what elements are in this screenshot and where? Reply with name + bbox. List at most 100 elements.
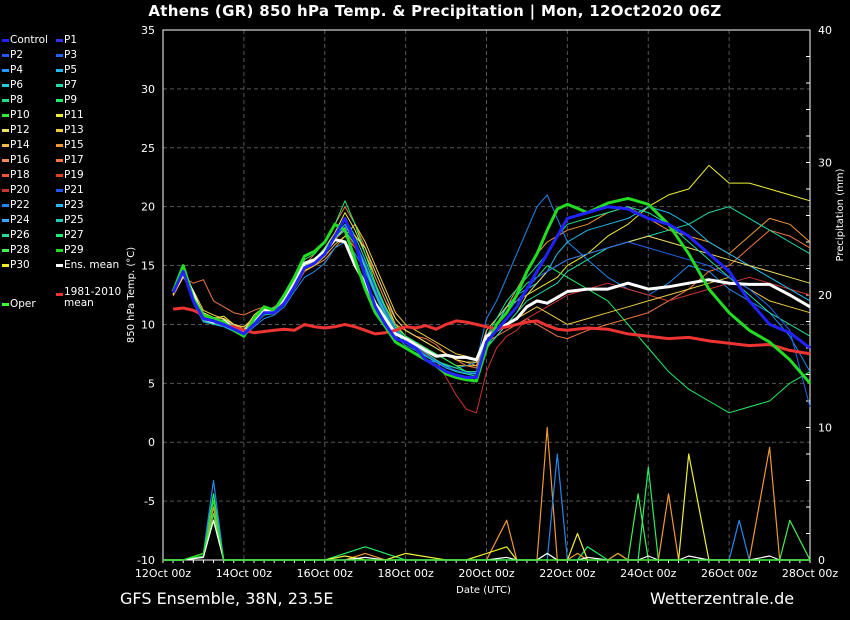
- legend-label: P12: [10, 124, 30, 136]
- legend-label: P10: [10, 109, 30, 121]
- precip-line: [163, 519, 810, 561]
- legend-label: P30: [10, 259, 30, 271]
- x-tick-label: 12Oct 00z: [135, 567, 192, 580]
- legend-label: P27: [64, 229, 84, 241]
- y-tick-label: 20: [141, 201, 155, 214]
- y-tick-label: 30: [141, 83, 155, 96]
- x-tick-label: 22Oct 00z: [539, 567, 596, 580]
- legend-label: P22: [10, 199, 30, 211]
- legend-label: P19: [64, 169, 84, 181]
- legend-swatch: [2, 84, 9, 87]
- series-line: [172, 206, 811, 369]
- legend-label: P28: [10, 244, 30, 256]
- series-line: [171, 196, 812, 385]
- y-tick-label: 35: [141, 24, 155, 37]
- legend-swatch: [2, 249, 9, 252]
- legend-label: P17: [64, 154, 84, 166]
- legend-swatch: [56, 234, 63, 237]
- legend-swatch: [56, 174, 63, 177]
- legend-swatch: [2, 264, 9, 267]
- legend-label: P2: [10, 49, 24, 61]
- legend-swatch: [2, 114, 9, 117]
- y-tick-label: -5: [144, 495, 155, 508]
- legend-swatch: [2, 174, 9, 177]
- legend-swatch: [2, 219, 9, 222]
- y-tick-label: 25: [141, 142, 155, 155]
- legend-swatch: [56, 204, 63, 207]
- x-tick-label: 20Oct 00z: [458, 567, 515, 580]
- legend-label: Control: [10, 34, 48, 46]
- y-tick-label: 15: [141, 260, 155, 273]
- legend-swatch: [56, 293, 63, 296]
- x-tick-label: 26Oct 00z: [701, 567, 758, 580]
- legend-swatch: [56, 84, 63, 87]
- legend-label: P21: [64, 184, 84, 196]
- legend-label: P20: [10, 184, 30, 196]
- legend-label: P6: [10, 79, 24, 91]
- legend-swatch: [56, 99, 63, 102]
- y-tick-label: 10: [141, 318, 155, 331]
- legend-label: Ens. mean: [64, 259, 120, 271]
- y-tick-label: 0: [148, 436, 155, 449]
- series-line: [172, 206, 811, 375]
- legend-label: 1981-2010 mean: [64, 286, 122, 309]
- series-line: [171, 238, 811, 362]
- x-tick-label: 24Oct 00z: [620, 567, 677, 580]
- legend-label: P23: [64, 199, 84, 211]
- legend-swatch: [2, 189, 9, 192]
- y-tick-label: 5: [148, 377, 155, 390]
- y-tick-label: -10: [137, 554, 155, 567]
- source-caption: Wetterzentrale.de: [650, 589, 795, 608]
- legend-label: P14: [10, 139, 30, 151]
- legend-swatch: [2, 159, 9, 162]
- y-axis-label: 850 hPa Temp. (°C): [126, 247, 137, 343]
- legend-swatch: [56, 54, 63, 57]
- legend-label: P18: [10, 169, 30, 181]
- legend-label: P11: [64, 109, 84, 121]
- series-line: [172, 206, 811, 377]
- legend-label: Oper: [10, 298, 36, 310]
- legend-swatch: [2, 129, 9, 132]
- legend-swatch: [56, 189, 63, 192]
- y2-tick-label: 40: [818, 24, 832, 37]
- legend-label: P8: [10, 94, 24, 106]
- legend-swatch: [56, 219, 63, 222]
- series-line: [171, 205, 811, 379]
- legend-label: P15: [64, 139, 84, 151]
- legend-swatch: [56, 69, 63, 72]
- legend-swatch: [2, 204, 9, 207]
- precip-line: [163, 499, 810, 561]
- legend-label: P26: [10, 229, 30, 241]
- y2-tick-label: 20: [818, 289, 832, 302]
- x-tick-label: 28Oct 00z: [782, 567, 839, 580]
- legend-label: P13: [64, 124, 84, 136]
- legend-label: P7: [64, 79, 78, 91]
- legend-label: P9: [64, 94, 78, 106]
- legend-label: P4: [10, 64, 24, 76]
- legend-label: P24: [10, 214, 30, 226]
- y2-tick-label: 0: [818, 554, 825, 567]
- legend-swatch: [2, 303, 9, 306]
- legend-swatch: [2, 69, 9, 72]
- legend-swatch: [2, 54, 9, 57]
- legend-swatch: [56, 144, 63, 147]
- y2-tick-label: 10: [818, 422, 832, 435]
- x-tick-label: 16Oct 00z: [297, 567, 354, 580]
- legend-label: P29: [64, 244, 84, 256]
- legend-swatch: [56, 264, 63, 267]
- legend-label: P1: [64, 34, 78, 46]
- legend-swatch: [56, 114, 63, 117]
- legend-swatch: [56, 39, 63, 42]
- y2-axis-label: Precipitation (mm): [835, 168, 846, 261]
- legend-swatch: [2, 99, 9, 102]
- x-tick-label: 14Oct 00z: [216, 567, 273, 580]
- legend-label: P16: [10, 154, 30, 166]
- legend-swatch: [2, 234, 9, 237]
- series-line: [172, 194, 811, 372]
- chart-title: Athens (GR) 850 hPa Temp. & Precipitatio…: [148, 2, 722, 20]
- series-line: [172, 306, 811, 356]
- model-caption: GFS Ensemble, 38N, 23.5E: [120, 589, 334, 608]
- legend: Control P1 P2 P3 P4 P5 P6 P7 P8 P9 P10 P11 P12 P13 P14…: [0, 33, 140, 323]
- legend-swatch: [56, 159, 63, 162]
